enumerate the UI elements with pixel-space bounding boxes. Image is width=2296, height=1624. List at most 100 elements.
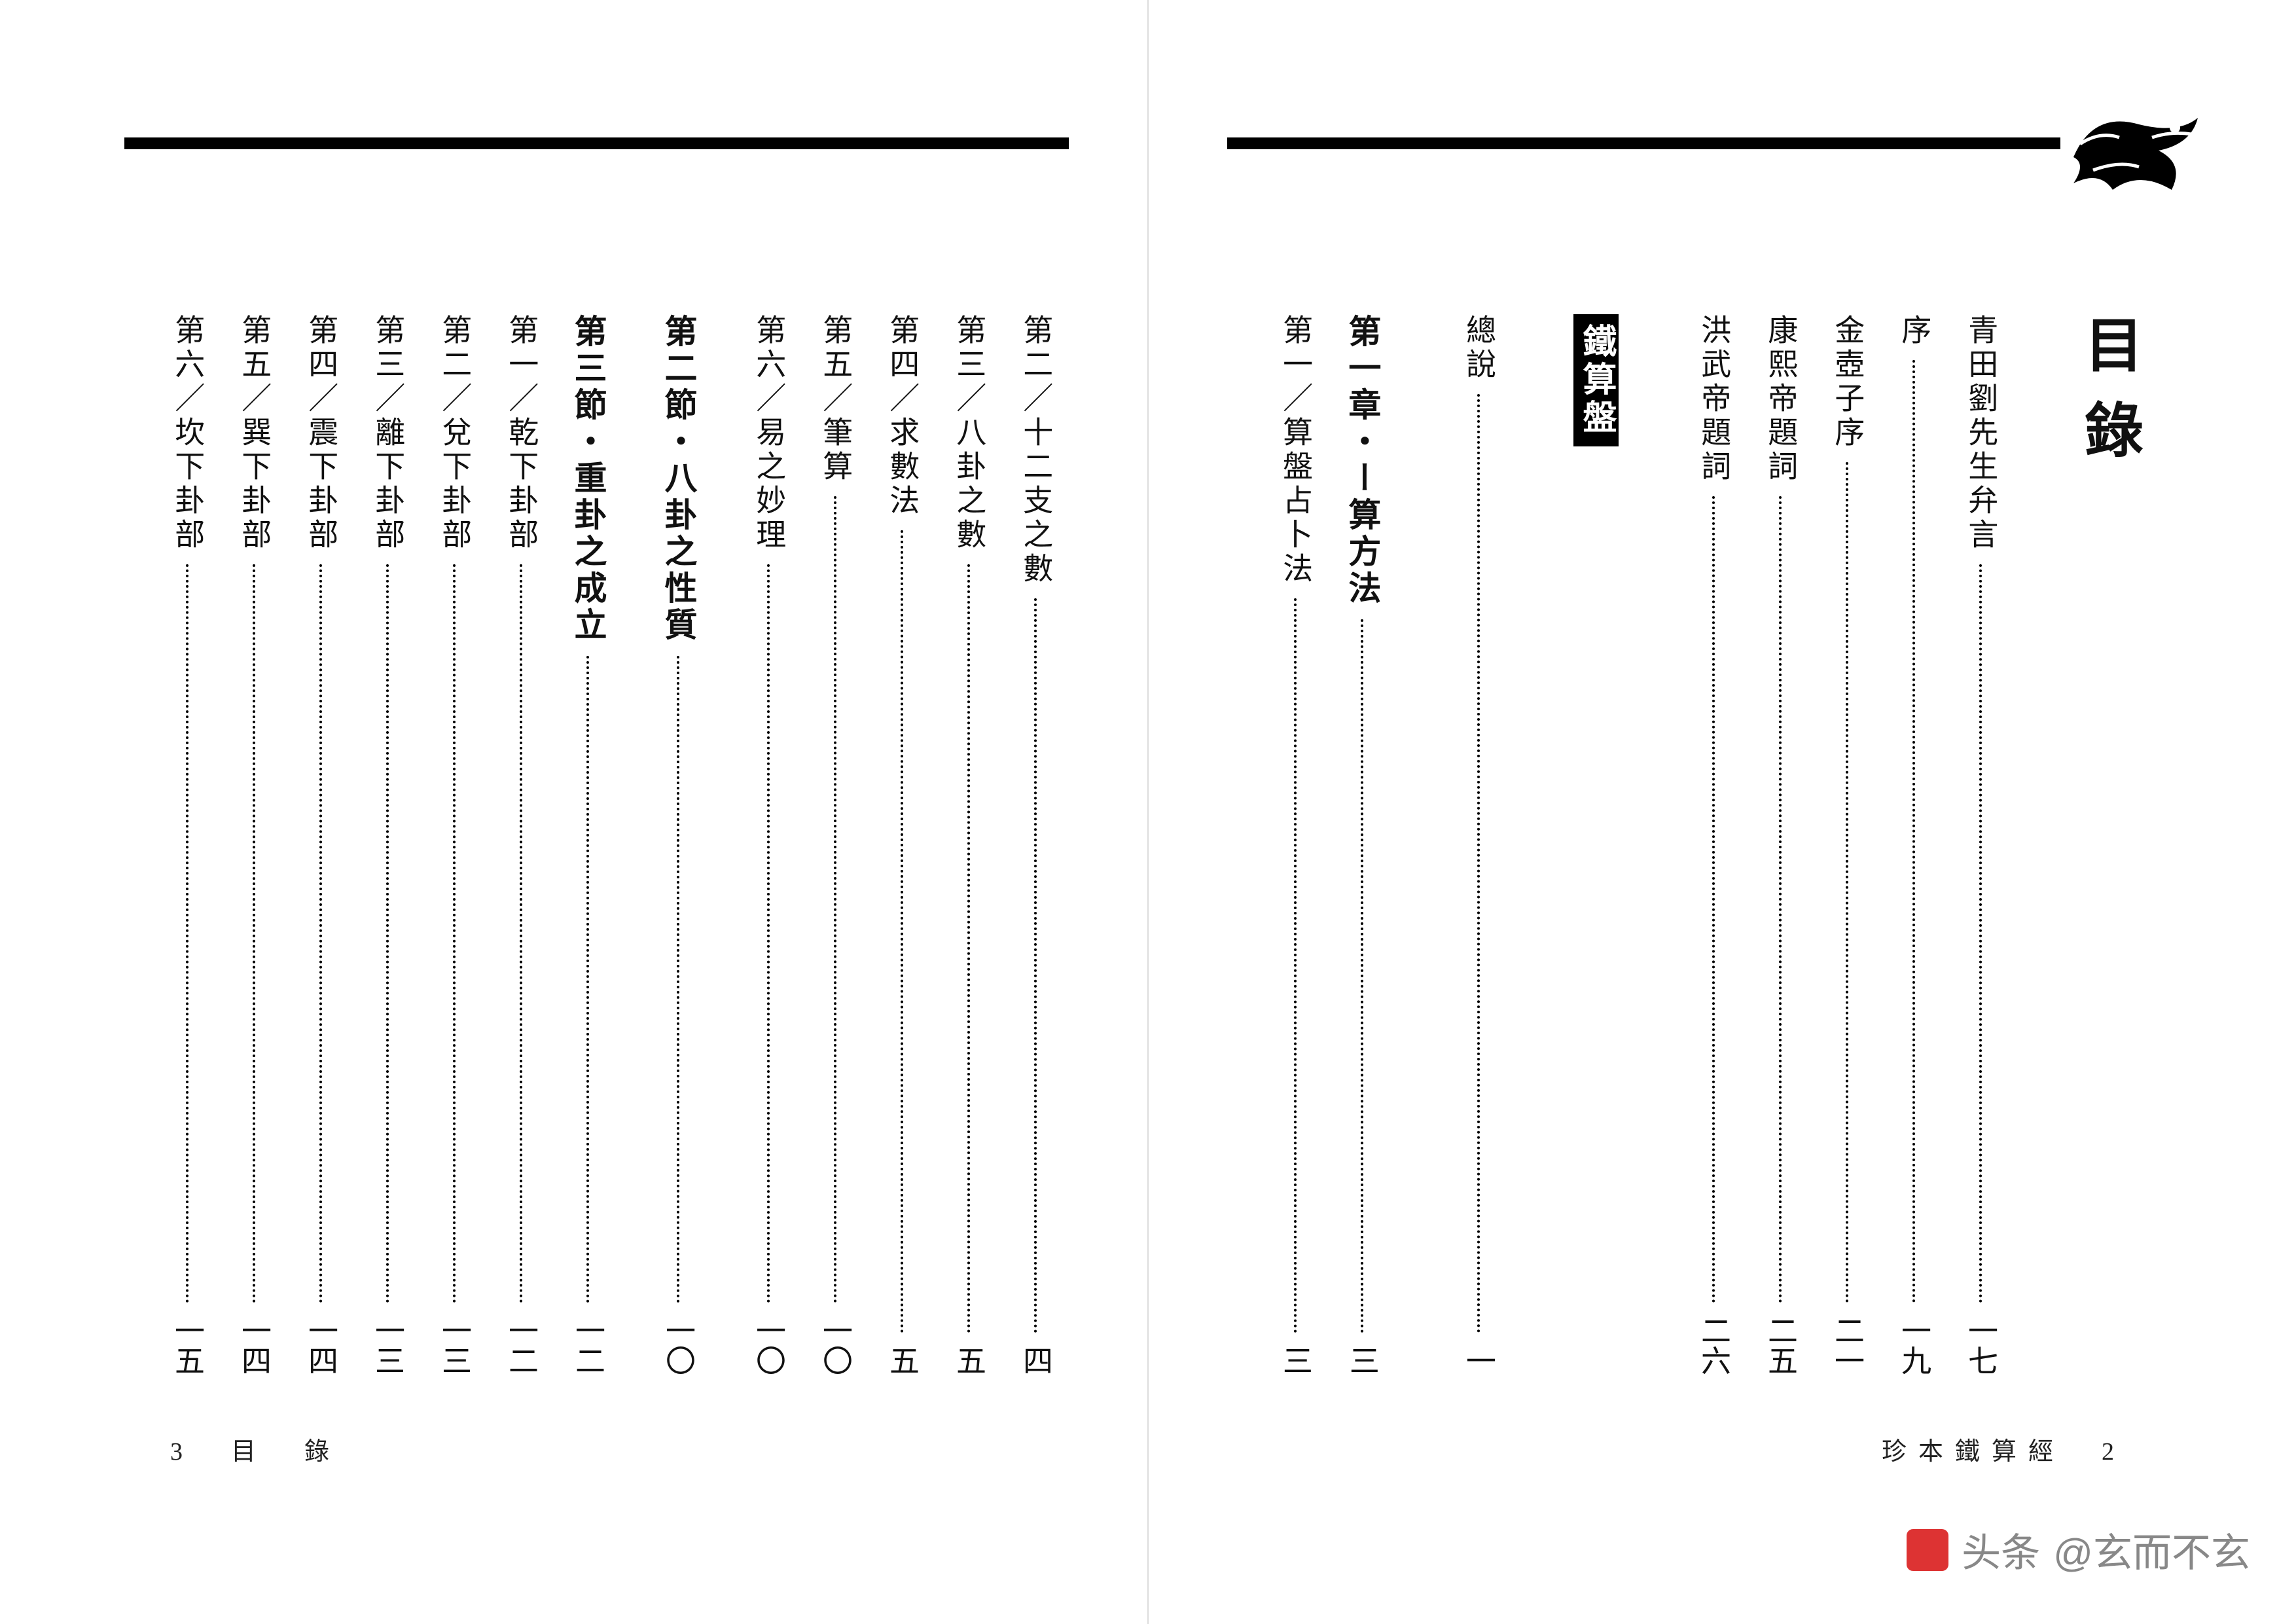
toc-entry-label: 金壺子序 [1831, 314, 1864, 450]
toc-entry-page: 一九 [1892, 1315, 1935, 1375]
toc-entry-label: 第三／離下卦部 [371, 314, 404, 552]
toc-entry: 第三／離下卦部一三 [366, 314, 409, 1375]
leader-dots-icon [1294, 598, 1297, 1333]
toc-entry-label: 第四／震下卦部 [304, 314, 338, 552]
toc-entry: 第四／求數法五 [880, 314, 924, 1375]
toc-entry-label: 康熙帝題詞 [1764, 314, 1797, 484]
toc-columns-left: 第二／十二支之數四第三／八卦之數五第四／求數法五第五／筆算一〇第六／易之妙理一〇… [157, 314, 1069, 1375]
toc-columns-right: 目錄青田劉先生弁言一七序一九金壺子序二一康熙帝題詞二五洪武帝題詞二六鐵算盤總說一… [1253, 314, 2152, 1375]
toc-entry-label: 第一章・ー算方法 [1344, 314, 1380, 607]
leader-dots-icon [186, 564, 188, 1303]
toc-entry-label: 總說 [1462, 314, 1496, 382]
toc-entry: 序一九 [1892, 314, 1935, 1375]
leader-dots-icon [677, 656, 679, 1303]
watermark-logo-icon [1907, 1529, 1948, 1571]
leader-dots-icon [453, 564, 456, 1303]
toc-entry-page: 一二 [499, 1315, 543, 1375]
toc-entry-label: 青田劉先生弁言 [1964, 314, 1998, 552]
leader-dots-icon [834, 496, 836, 1303]
toc-entry: 第二節・八卦之性質一〇 [656, 314, 700, 1375]
toc-entry-page: 二六 [1692, 1315, 1735, 1375]
toc-entry-page: 二一 [1825, 1315, 1869, 1375]
toc-entry-label: 第三／八卦之數 [952, 314, 986, 552]
toc-entry-page: 三 [1274, 1345, 1317, 1375]
leader-dots-icon [1846, 462, 1848, 1303]
left-page: 第二／十二支之數四第三／八卦之數五第四／求數法五第五／筆算一〇第六／易之妙理一〇… [0, 0, 1149, 1624]
section-box: 鐵算盤 [1573, 314, 1619, 1375]
toc-entry: 康熙帝題詞二五 [1759, 314, 1802, 1375]
watermark: 头条 @玄而不玄 [1907, 1521, 2250, 1578]
toc-entry: 青田劉先生弁言一七 [1959, 314, 2002, 1375]
toc-heading-label: 目錄 [2075, 314, 2140, 484]
toc-entry: 第二／十二支之數四 [1014, 314, 1057, 1375]
leader-dots-icon [520, 564, 522, 1303]
toc-entry-label: 第六／易之妙理 [752, 314, 785, 552]
toc-entry-label: 洪武帝題詞 [1697, 314, 1731, 484]
toc-entry: 洪武帝題詞二六 [1692, 314, 1735, 1375]
toc-entry-page: 一〇 [747, 1315, 790, 1375]
toc-entry: 第六／易之妙理一〇 [747, 314, 790, 1375]
watermark-site: 头条 [1962, 1521, 2040, 1578]
toc-entry-page: 一五 [166, 1315, 209, 1375]
toc-entry: 第二／兌下卦部一三 [433, 314, 476, 1375]
toc-entry-page: 一三 [366, 1315, 409, 1375]
toc-entry-label: 第五／巽下卦部 [238, 314, 271, 552]
toc-heading: 目錄 [2075, 314, 2140, 1375]
toc-entry-page: 一〇 [814, 1315, 857, 1375]
leader-dots-icon [253, 564, 255, 1303]
leader-dots-icon [1477, 394, 1480, 1333]
toc-entry: 金壺子序二一 [1825, 314, 1869, 1375]
leader-dots-icon [386, 564, 389, 1303]
page-footer-left: 3 目 錄 [170, 1431, 341, 1467]
dragon-ornament-icon [2060, 98, 2211, 203]
toc-entry: 第一章・ー算方法三 [1340, 314, 1384, 1375]
toc-entry-label: 第二／兌下卦部 [438, 314, 471, 552]
toc-entry-page: 一二 [566, 1315, 609, 1375]
toc-entry: 第一／乾下卦部一二 [499, 314, 543, 1375]
toc-entry-label: 第三節・重卦之成立 [570, 314, 606, 644]
leader-dots-icon [319, 564, 322, 1303]
toc-entry-label: 第二節・八卦之性質 [660, 314, 696, 644]
top-rule [124, 137, 1069, 149]
toc-entry: 總說一 [1457, 314, 1500, 1375]
leader-dots-icon [1779, 496, 1782, 1303]
toc-entry: 第三節・重卦之成立一二 [566, 314, 609, 1375]
toc-entry: 第三／八卦之數五 [947, 314, 990, 1375]
toc-entry: 第五／筆算一〇 [814, 314, 857, 1375]
toc-entry-page: 一三 [433, 1315, 476, 1375]
leader-dots-icon [901, 530, 903, 1333]
toc-entry-label: 第五／筆算 [819, 314, 852, 484]
toc-entry-page: 一 [1457, 1345, 1500, 1375]
toc-entry-page: 一七 [1959, 1315, 2002, 1375]
page-footer-right: 珍本鐵算經 2 [1882, 1431, 2126, 1467]
leader-dots-icon [967, 564, 970, 1333]
leader-dots-icon [1034, 598, 1037, 1333]
toc-entry-page: 三 [1340, 1345, 1384, 1375]
section-box-label: 鐵算盤 [1573, 314, 1619, 446]
leader-dots-icon [767, 564, 770, 1303]
toc-entry-page: 一〇 [656, 1315, 700, 1375]
right-page: 目錄青田劉先生弁言一七序一九金壺子序二一康熙帝題詞二五洪武帝題詞二六鐵算盤總說一… [1149, 0, 2296, 1624]
leader-dots-icon [1712, 496, 1715, 1303]
toc-entry-page: 四 [1014, 1345, 1057, 1375]
toc-entry-label: 第一／乾下卦部 [505, 314, 538, 552]
leader-dots-icon [586, 656, 589, 1303]
toc-entry: 第六／坎下卦部一五 [166, 314, 209, 1375]
toc-entry-label: 第一／算盤占卜法 [1279, 314, 1312, 586]
toc-entry-page: 二五 [1759, 1315, 1802, 1375]
toc-entry: 第四／震下卦部一四 [299, 314, 342, 1375]
toc-entry-page: 一四 [232, 1315, 276, 1375]
leader-dots-icon [1361, 619, 1363, 1333]
toc-entry-page: 五 [947, 1345, 990, 1375]
watermark-handle: @玄而不玄 [2053, 1521, 2250, 1578]
leader-dots-icon [1912, 360, 1915, 1303]
top-rule [1227, 137, 2060, 149]
toc-entry-page: 五 [880, 1345, 924, 1375]
toc-entry-label: 第二／十二支之數 [1019, 314, 1052, 586]
toc-entry: 第五／巽下卦部一四 [232, 314, 276, 1375]
leader-dots-icon [1979, 564, 1982, 1303]
toc-entry-label: 序 [1897, 314, 1931, 348]
toc-entry: 第一／算盤占卜法三 [1274, 314, 1317, 1375]
toc-entry-page: 一四 [299, 1315, 342, 1375]
toc-entry-label: 第四／求數法 [886, 314, 919, 518]
